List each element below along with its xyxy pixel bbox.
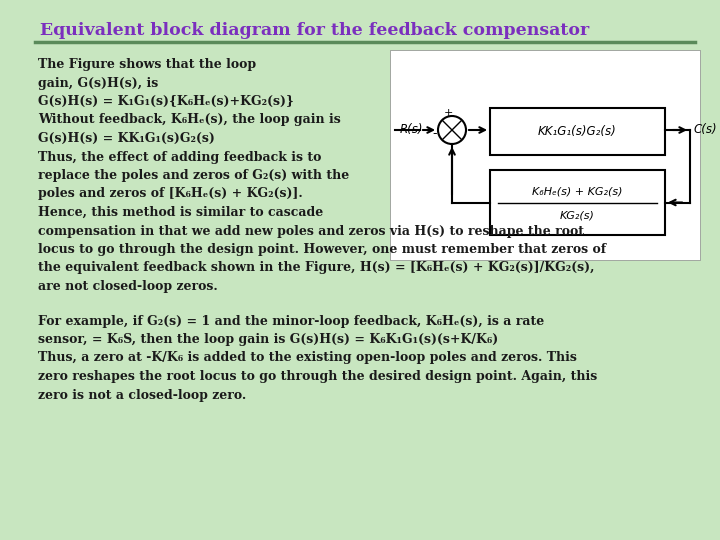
Text: sensor, = K₆S, then the loop gain is G(s)H(s) = K₆K₁G₁(s)(s+K/K₆): sensor, = K₆S, then the loop gain is G(s… [38,333,498,346]
Text: Thus, a zero at -K/K₆ is added to the existing open-loop poles and zeros. This: Thus, a zero at -K/K₆ is added to the ex… [38,352,577,365]
Text: zero reshapes the root locus to go through the desired design point. Again, this: zero reshapes the root locus to go throu… [38,370,598,383]
Text: Without feedback, K₆Hₑ(s), the loop gain is: Without feedback, K₆Hₑ(s), the loop gain… [38,113,341,126]
Text: zero is not a closed-loop zero.: zero is not a closed-loop zero. [38,388,246,402]
Text: the equivalent feedback shown in the Figure, H(s) = [K₆Hₑ(s) + KG₂(s)]/KG₂(s),: the equivalent feedback shown in the Fig… [38,261,595,274]
Text: Thus, the effect of adding feedback is to: Thus, the effect of adding feedback is t… [38,151,321,164]
Text: compensation in that we add new poles and zeros via H(s) to reshape the root: compensation in that we add new poles an… [38,225,584,238]
Text: locus to go through the design point. However, one must remember that zeros of: locus to go through the design point. Ho… [38,243,606,256]
Text: G(s)H(s) = KK₁G₁(s)G₂(s): G(s)H(s) = KK₁G₁(s)G₂(s) [38,132,215,145]
Text: +: + [444,108,453,118]
Text: Equivalent block diagram for the feedback compensator: Equivalent block diagram for the feedbac… [40,22,589,39]
Text: Hence, this method is similar to cascade: Hence, this method is similar to cascade [38,206,323,219]
Text: C(s): C(s) [693,124,716,137]
Text: are not closed-loop zeros.: are not closed-loop zeros. [38,280,217,293]
Text: poles and zeros of [K₆Hₑ(s) + KG₂(s)].: poles and zeros of [K₆Hₑ(s) + KG₂(s)]. [38,187,302,200]
Text: For example, if G₂(s) = 1 and the minor-loop feedback, K₆Hₑ(s), is a rate: For example, if G₂(s) = 1 and the minor-… [38,314,544,327]
Text: K₆Hₑ(s) + KG₂(s): K₆Hₑ(s) + KG₂(s) [532,187,623,197]
Text: replace the poles and zeros of G₂(s) with the: replace the poles and zeros of G₂(s) wit… [38,169,349,182]
Bar [490,170,665,235]
Text: G(s)H(s) = K₁G₁(s){K₆Hₑ(s)+KG₂(s)}: G(s)H(s) = K₁G₁(s){K₆Hₑ(s)+KG₂(s)} [38,95,294,108]
Bar [490,108,665,155]
Text: KG₂(s): KG₂(s) [560,211,595,221]
Text: gain, G(s)H(s), is: gain, G(s)H(s), is [38,77,158,90]
Text: The Figure shows that the loop: The Figure shows that the loop [38,58,256,71]
FancyBboxPatch shape [390,50,700,260]
Text: -: - [433,127,437,140]
Text: KK₁G₁(s)G₂(s): KK₁G₁(s)G₂(s) [538,125,617,138]
Text: R(s): R(s) [400,124,423,137]
